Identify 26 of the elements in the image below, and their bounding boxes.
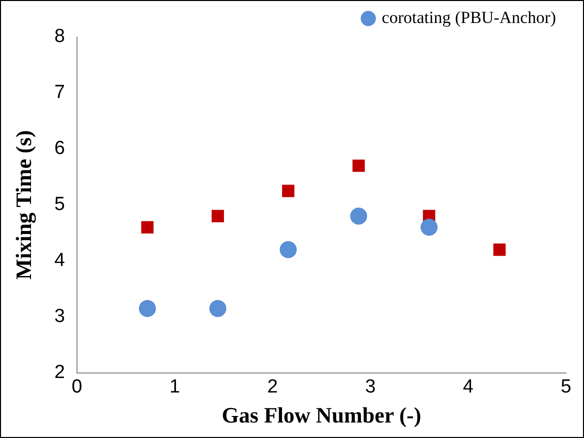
x-tick-label: 2 <box>267 376 278 398</box>
y-tick-label: 5 <box>54 194 65 216</box>
y-tick-label: 6 <box>54 138 65 160</box>
y-tick-label: 3 <box>54 306 65 328</box>
x-axis-title: Gas Flow Number (-) <box>222 402 422 428</box>
point <box>350 208 368 225</box>
point <box>209 300 226 317</box>
x-tick-label: 4 <box>462 376 474 398</box>
point <box>138 300 156 317</box>
point <box>280 241 297 258</box>
point <box>282 184 294 198</box>
point <box>352 160 365 172</box>
x-tick-label: 3 <box>365 376 376 398</box>
y-tick-label: 8 <box>54 26 65 48</box>
point <box>141 221 154 234</box>
x-tick-label: 0 <box>72 376 82 398</box>
point <box>212 210 224 222</box>
x-tick-label: 1 <box>169 376 180 398</box>
y-tick-label: 4 <box>54 250 66 272</box>
legend-label: corotating (PBU-Anchor) <box>382 8 556 27</box>
x-tick-label: 5 <box>560 376 572 398</box>
point <box>420 218 438 236</box>
point <box>493 244 506 256</box>
y-tick-label: 7 <box>54 82 65 104</box>
y-axis-title: Mixing Time (s) <box>10 130 36 280</box>
y-tick-label: 2 <box>54 362 65 384</box>
